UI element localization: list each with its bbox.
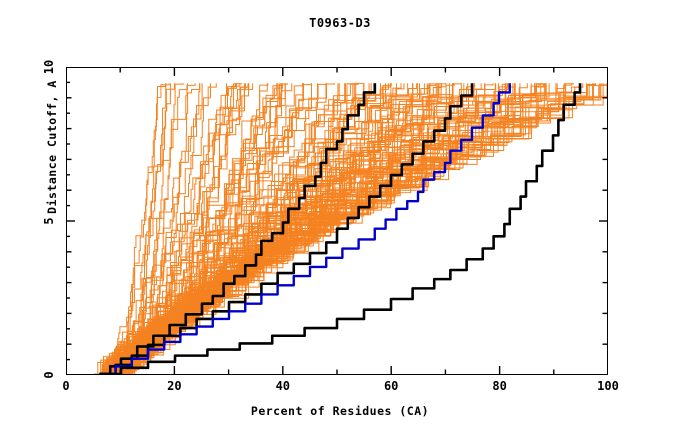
curve-canvas — [94, 82, 607, 374]
plot-area — [66, 67, 608, 375]
y-axis-label: Distance Cutoff, A — [45, 80, 59, 214]
x-tick-20: 20 — [167, 379, 182, 393]
x-tick-0: 0 — [62, 379, 70, 393]
x-tick-60: 60 — [383, 379, 399, 393]
x-tick-40: 40 — [275, 379, 291, 393]
x-axis-label: Percent of Residues (CA) — [250, 404, 430, 418]
x-tick-100: 100 — [597, 379, 619, 393]
y-tick-0: 0 — [42, 371, 56, 379]
x-tick-80: 80 — [492, 379, 507, 393]
chart-title: T0963-D3 — [309, 16, 371, 30]
